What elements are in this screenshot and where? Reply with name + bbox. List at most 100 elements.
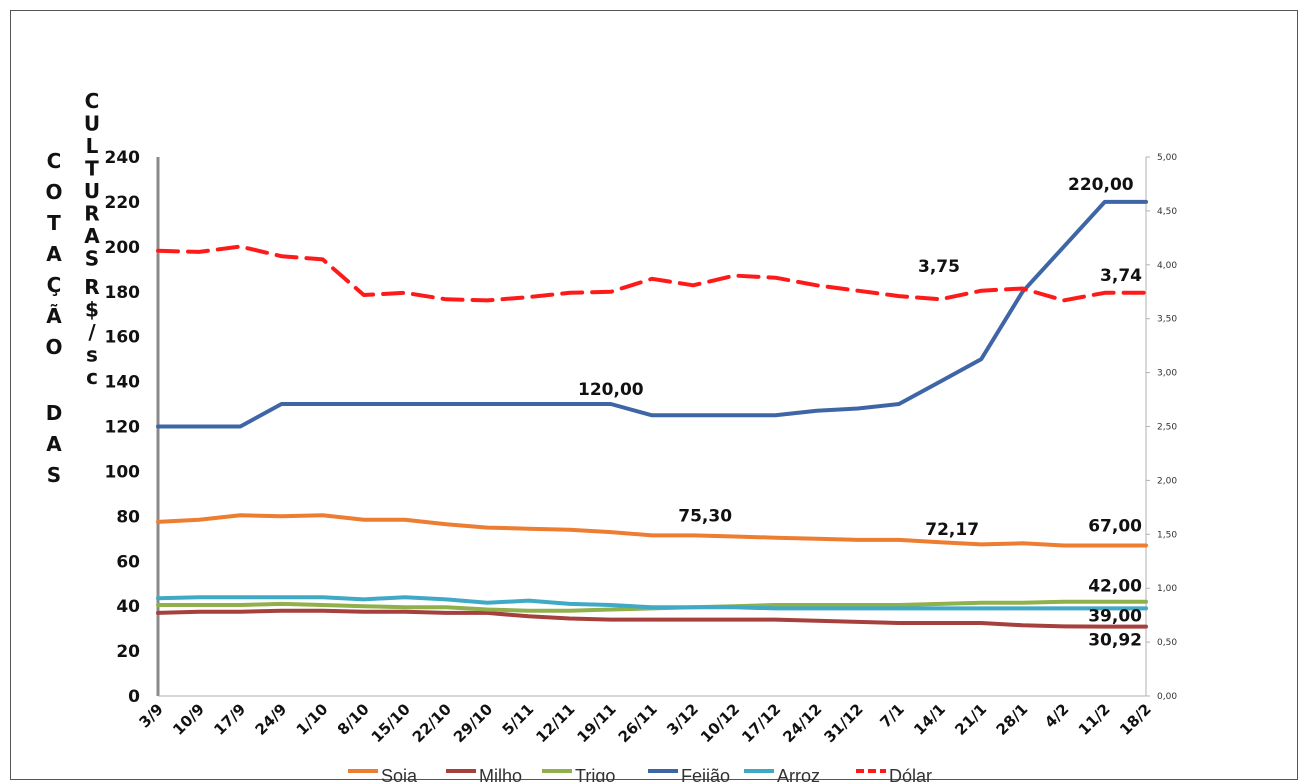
- x-tick-label: 17/9: [210, 700, 249, 739]
- data-label: 3,75: [918, 257, 960, 277]
- left-axis-title-letter: S: [47, 463, 61, 487]
- legend-label: Arroz: [777, 766, 820, 782]
- left-axis-title-letter: /: [88, 320, 96, 344]
- x-tick-label: 12/11: [532, 700, 578, 746]
- left-axis-title-letter: C: [85, 89, 100, 113]
- x-tick-label: 1/10: [293, 700, 332, 739]
- series-line-feijão: [156, 199, 1148, 429]
- right-tick-label: 1,50: [1157, 530, 1177, 540]
- left-axis-title-letter: U: [84, 112, 100, 136]
- x-tick-label: 15/10: [368, 700, 414, 746]
- left-tick-label: 20: [116, 642, 140, 662]
- x-tick-label: 26/11: [615, 700, 661, 746]
- x-tick-label: 10/12: [697, 700, 743, 746]
- legend-label: Dólar: [889, 766, 932, 782]
- left-axis-title-letter: T: [47, 211, 61, 235]
- legend: Soja Milho Trigo Feijão Arroz Dólar: [348, 766, 932, 782]
- legend-label: Milho: [479, 766, 522, 782]
- x-tick-label: 4/2: [1041, 700, 1072, 731]
- data-label: 3,74: [1100, 266, 1142, 286]
- legend-label: Trigo: [575, 766, 615, 782]
- left-tick-label: 100: [105, 462, 141, 482]
- right-tick-label: 2,50: [1157, 423, 1177, 433]
- left-tick-label: 160: [105, 328, 141, 348]
- left-axis-title-letter: s: [86, 343, 98, 367]
- left-axis-title-letter: C: [47, 149, 62, 173]
- x-tick-label: 31/12: [821, 700, 867, 746]
- left-tick-label: 140: [105, 373, 141, 393]
- x-tick-label: 17/12: [738, 700, 784, 746]
- right-tick-label: 1,00: [1157, 584, 1177, 594]
- x-tick-label: 29/10: [450, 700, 496, 746]
- x-tick-label: 21/1: [951, 700, 990, 739]
- left-tick-label: 40: [116, 597, 140, 617]
- left-axis-title-letter: A: [46, 242, 62, 266]
- legend-label: Soja: [381, 766, 418, 782]
- left-tick-label: 220: [105, 193, 141, 213]
- left-axis-title-letter: A: [84, 224, 100, 248]
- x-tick-label: 22/10: [409, 700, 455, 746]
- left-axis-title-letter: Ã: [46, 304, 62, 328]
- data-label: 42,00: [1088, 577, 1142, 597]
- left-tick-label: 240: [105, 148, 141, 168]
- data-label: 39,00: [1088, 606, 1142, 626]
- left-axis-title-letter: R: [84, 202, 99, 226]
- left-axis-title-letter: A: [46, 432, 62, 456]
- data-label: 220,00: [1068, 175, 1134, 195]
- right-tick-label: 4,50: [1157, 207, 1177, 217]
- left-axis-title-letter: c: [86, 365, 98, 389]
- left-axis-title-letter: D: [46, 401, 63, 425]
- right-tick-label: 5,00: [1157, 153, 1177, 163]
- left-tick-label: 120: [105, 418, 141, 438]
- left-axis-title-letter: L: [86, 134, 99, 158]
- left-axis-ticks: 0 20 40 60 80 100 120 140 160 180 200 220 240: [105, 148, 141, 707]
- data-label: 120,00: [578, 380, 644, 400]
- left-axis-title-letter: S: [85, 247, 99, 271]
- x-tick-label: 24/9: [252, 700, 291, 739]
- series-line-soja: [156, 513, 1148, 548]
- right-tick-label: 3,50: [1157, 315, 1177, 325]
- right-tick-label: 3,00: [1157, 369, 1177, 379]
- annotations: 220,00 120,00 75,30 72,17 67,00 42,00 39,00 30,…: [578, 175, 1142, 651]
- x-tick-label: 19/11: [574, 700, 620, 746]
- left-tick-label: 0: [128, 687, 140, 707]
- right-tick-label: 0,50: [1157, 638, 1177, 648]
- x-tick-label: 28/1: [993, 700, 1032, 739]
- x-tick-label: 10/9: [169, 700, 208, 739]
- x-tick-label: 3/9: [135, 700, 166, 731]
- left-axis-title-letter: O: [45, 180, 62, 204]
- right-tick-label: 4,00: [1157, 261, 1177, 271]
- left-tick-label: 60: [116, 552, 140, 572]
- left-axis-title-letter: T: [85, 157, 99, 181]
- data-label: 72,17: [925, 520, 979, 540]
- left-axis-title-letter: U: [84, 179, 100, 203]
- series-line-dólar: [156, 244, 1148, 303]
- legend-label: Feijão: [681, 766, 730, 782]
- x-tick-label: 18/2: [1116, 700, 1155, 739]
- x-tick-label: 7/1: [876, 700, 907, 731]
- chart-frame: [10, 10, 1298, 780]
- x-tick-label: 24/12: [779, 700, 825, 746]
- data-label: 30,92: [1088, 631, 1142, 651]
- left-tick-label: 80: [116, 507, 140, 527]
- series-line-milho: [156, 608, 1148, 629]
- left-tick-label: 200: [105, 238, 141, 258]
- series-line-arroz: [156, 595, 1148, 611]
- left-axis-title-letter: $: [85, 298, 99, 322]
- left-axis-title-letter: R: [84, 275, 99, 299]
- data-label: 67,00: [1088, 517, 1142, 537]
- data-label: 75,30: [678, 506, 732, 526]
- right-axis-ticks: 0,00 0,50 1,00 1,50 2,00 2,50 3,00 3,50 4,00 4,50…: [1146, 153, 1177, 702]
- x-tick-label: 14/1: [910, 700, 949, 739]
- series-lines: [156, 199, 1148, 629]
- x-tick-label: 11/2: [1075, 700, 1114, 739]
- right-tick-label: 0,00: [1157, 692, 1177, 702]
- left-axis-title-letter: Ç: [47, 273, 62, 297]
- left-axis-title-letter: O: [45, 335, 62, 359]
- right-tick-label: 2,00: [1157, 476, 1177, 486]
- axes: [156, 157, 1147, 697]
- left-tick-label: 180: [105, 283, 141, 303]
